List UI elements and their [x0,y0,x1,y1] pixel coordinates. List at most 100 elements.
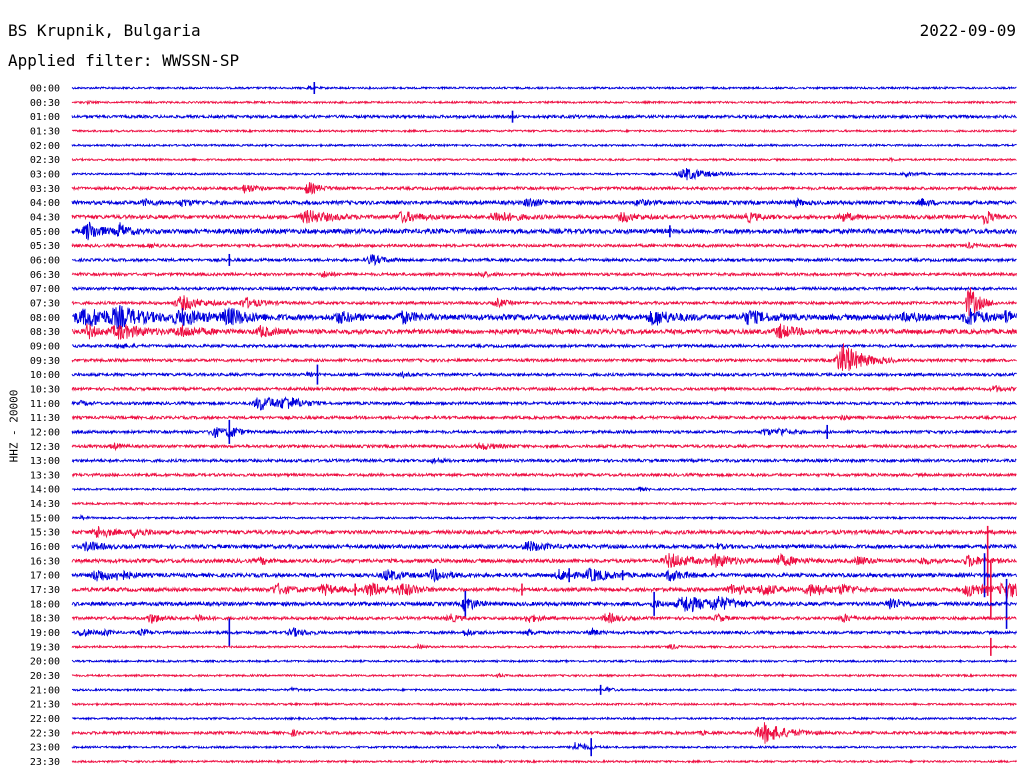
seismogram-trace [71,84,1017,91]
row-time-label: 09:30 [30,356,60,367]
row-time-label: 14:00 [30,485,60,496]
row-time-label: 17:00 [30,571,60,582]
seismogram-trace [71,658,1017,664]
row-time-label: 08:30 [30,327,60,338]
seismogram-trace [71,552,1017,568]
row-time-label: 02:00 [30,141,60,152]
seismogram-trace [71,342,1017,350]
row-time-label: 11:30 [30,413,60,424]
row-time-label: 21:00 [30,685,60,696]
row-time-label: 08:00 [30,313,60,324]
row-time-label: 13:00 [30,456,60,467]
row-time-label: 02:30 [30,155,60,166]
seismogram-trace [71,612,1017,624]
seismogram-trace [71,254,1017,267]
seismogram-trace [71,742,1017,751]
row-time-label: 03:30 [30,184,60,195]
seismogram-trace [71,287,1017,316]
row-time-label: 20:00 [30,657,60,668]
seismogram-trace [71,414,1017,421]
seismogram-trace [71,270,1017,279]
seismogram-trace [71,701,1017,707]
seismogram-trace [71,642,1017,650]
seismogram-trace [71,370,1017,379]
row-time-label: 20:30 [30,671,60,682]
row-time-label: 21:30 [30,700,60,711]
seismogram-trace [71,567,1017,583]
row-time-label: 16:30 [30,556,60,567]
seismogram-trace [71,501,1017,507]
row-time-label: 23:00 [30,743,60,754]
seismogram-trace [71,209,1017,226]
row-time-label: 03:00 [30,169,60,180]
seismogram-trace [71,142,1017,148]
row-time-label: 16:00 [30,542,60,553]
row-time-label: 05:30 [30,241,60,252]
row-time-label: 00:00 [30,84,60,95]
row-time-label: 09:00 [30,341,60,352]
seismogram-trace [71,285,1017,292]
row-time-label: 22:00 [30,714,60,725]
seismogram-trace [71,113,1017,120]
seismogram-trace [71,156,1017,163]
seismogram-trace [71,99,1017,106]
row-time-label: 01:00 [30,112,60,123]
row-time-label: 23:30 [30,757,60,768]
seismogram-trace [71,182,1017,195]
seismogram-trace [71,197,1017,209]
row-time-label: 10:00 [30,370,60,381]
seismogram-trace [71,627,1017,637]
row-time-label: 07:30 [30,298,60,309]
row-time-label: 10:30 [30,384,60,395]
plot-date: 2022-09-09 [919,21,1016,40]
seismogram-trace [71,758,1017,765]
row-time-label: 12:30 [30,442,60,453]
row-time-label: 12:00 [30,427,60,438]
row-time-label: 06:30 [30,270,60,281]
seismogram-trace [71,686,1017,693]
row-time-label: 19:30 [30,642,60,653]
seismogram-trace [71,514,1017,521]
row-time-label: 11:00 [30,399,60,410]
seismogram-trace [71,525,1017,540]
row-time-label: 13:30 [30,470,60,481]
row-time-label: 05:00 [30,227,60,238]
row-time-label: 19:00 [30,628,60,639]
row-time-label: 14:30 [30,499,60,510]
seismogram-trace [71,343,1017,371]
seismogram-trace [71,384,1017,393]
seismogram-trace [71,441,1017,452]
seismogram-trace [71,471,1017,479]
seismogram-trace [71,672,1017,679]
row-time-label: 01:30 [30,126,60,137]
row-time-label: 18:30 [30,614,60,625]
seismogram-trace [71,486,1017,492]
row-time-label: 15:00 [30,513,60,524]
seismogram-trace [71,540,1017,552]
seismogram-trace [71,715,1017,722]
row-time-label: 07:00 [30,284,60,295]
station-title: BS Krupnik, Bulgaria [8,21,201,40]
row-time-label: 04:00 [30,198,60,209]
row-time-label: 00:30 [30,98,60,109]
seismogram-trace [71,582,1017,600]
row-time-label: 04:30 [30,212,60,223]
seismogram-trace [71,323,1017,340]
row-time-label: 15:30 [30,528,60,539]
row-time-label: 18:00 [30,599,60,610]
row-time-label: 06:00 [30,255,60,266]
seismogram-trace [71,722,1017,744]
seismogram-trace [71,595,1017,613]
seismogram-trace [71,221,1017,241]
seismogram-trace [72,304,1017,330]
seismogram-trace [71,128,1017,134]
seismogram-trace [71,241,1017,249]
seismogram-trace [71,396,1017,411]
seismogram-trace [71,167,1017,181]
row-time-label: 22:30 [30,728,60,739]
seismogram-trace [71,426,1017,440]
row-time-label: 17:30 [30,585,60,596]
seismogram-trace [71,456,1017,465]
filter-label: Applied filter: WWSSN-SP [8,51,240,70]
